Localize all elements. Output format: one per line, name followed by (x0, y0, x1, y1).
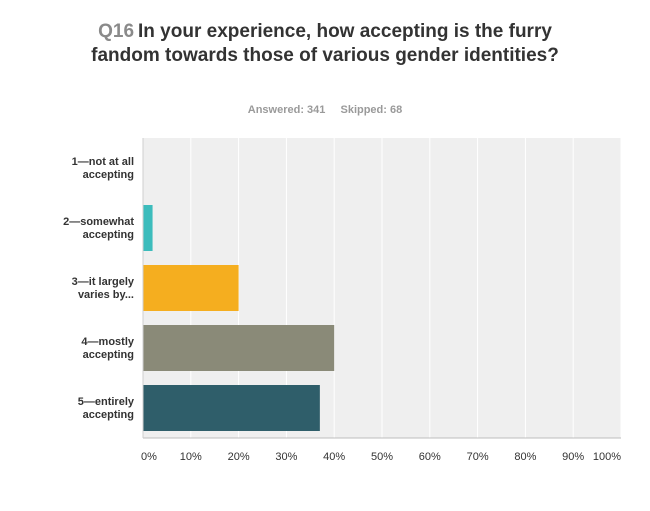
x-tick-label: 30% (275, 451, 297, 463)
question-text: In your experience, how accepting is the… (91, 21, 559, 66)
chart-title: Q16 In your experience, how accepting is … (75, 20, 575, 68)
bar (143, 265, 239, 311)
bar (143, 385, 320, 431)
category-label: 2—somewhat accepting (63, 216, 134, 241)
category-label: 3—it largely varies by... (72, 276, 135, 301)
x-tick-label: 100% (593, 451, 621, 463)
x-tick-label: 20% (228, 451, 250, 463)
bar (143, 325, 335, 371)
answered-count: Answered: 341 (247, 104, 326, 116)
category-label: 1—not at all accepting (72, 156, 134, 181)
x-tick-label: 10% (180, 451, 202, 463)
category-labels: 1—not at all accepting 2—somewhat accepting… (63, 156, 135, 421)
question-number: Q16 (98, 21, 135, 42)
x-tick-label: 0% (141, 451, 157, 463)
x-tick-label: 40% (323, 451, 345, 463)
x-tick-labels: 0% 10% 20% 30% 40% 50% 60% 70% 80% 90% 100% (141, 451, 621, 463)
bar (143, 205, 153, 251)
bars (143, 205, 335, 431)
category-label: 5—entirely accepting (78, 396, 135, 421)
response-stats: Answered: 341 Skipped: 68 (0, 104, 650, 116)
x-tick-label: 60% (419, 451, 441, 463)
x-tick-label: 70% (467, 451, 489, 463)
skipped-count: Skipped: 68 (340, 104, 403, 116)
x-tick-label: 80% (514, 451, 536, 463)
category-label: 4—mostly accepting (81, 336, 134, 361)
x-tick-label: 50% (371, 451, 393, 463)
x-tick-label: 90% (562, 451, 584, 463)
